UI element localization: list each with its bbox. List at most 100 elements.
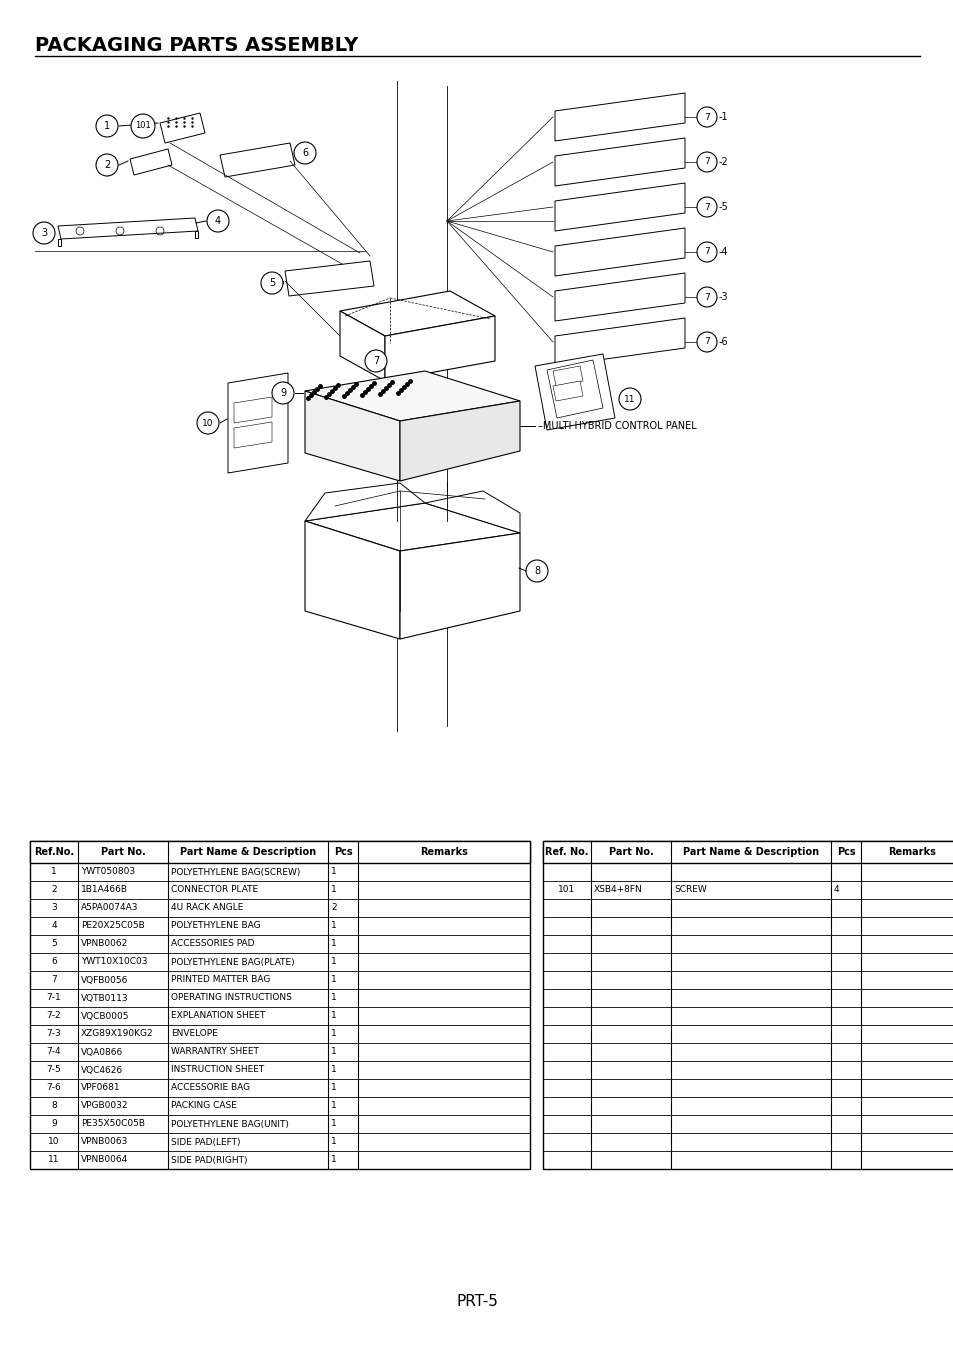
- Text: YWT10X10C03: YWT10X10C03: [81, 958, 148, 966]
- Text: Ref. No.: Ref. No.: [545, 847, 588, 857]
- Text: -1: -1: [719, 112, 728, 122]
- Text: 2: 2: [104, 159, 110, 170]
- Text: 7-4: 7-4: [47, 1047, 61, 1056]
- Text: 5: 5: [269, 278, 274, 288]
- Bar: [542, 842, 953, 863]
- Text: 1: 1: [331, 921, 336, 931]
- Text: 6: 6: [301, 149, 308, 158]
- Text: 7-3: 7-3: [47, 1029, 61, 1039]
- Circle shape: [365, 350, 387, 372]
- Polygon shape: [399, 534, 519, 639]
- Polygon shape: [535, 354, 615, 430]
- Text: 1: 1: [51, 867, 57, 877]
- Circle shape: [697, 107, 717, 127]
- Text: POLYETHYLENE BAG(SCREW): POLYETHYLENE BAG(SCREW): [171, 867, 300, 877]
- Text: 7: 7: [703, 293, 709, 301]
- Polygon shape: [339, 290, 495, 336]
- Circle shape: [33, 222, 55, 245]
- Text: 1: 1: [331, 1012, 336, 1020]
- Text: 7: 7: [703, 158, 709, 166]
- Text: VPNB0062: VPNB0062: [81, 939, 128, 948]
- Text: 1: 1: [331, 867, 336, 877]
- Text: POLYETHYLENE BAG(UNIT): POLYETHYLENE BAG(UNIT): [171, 1120, 289, 1128]
- Text: PE35X50C05B: PE35X50C05B: [81, 1120, 145, 1128]
- Text: PRINTED MATTER BAG: PRINTED MATTER BAG: [171, 975, 270, 985]
- Text: 1: 1: [331, 975, 336, 985]
- Text: 101: 101: [135, 122, 151, 131]
- Polygon shape: [228, 373, 288, 473]
- Text: XSB4+8FN: XSB4+8FN: [594, 885, 642, 894]
- Circle shape: [196, 412, 219, 434]
- Text: SIDE PAD(RIGHT): SIDE PAD(RIGHT): [171, 1155, 247, 1165]
- Text: POLYETHYLENE BAG: POLYETHYLENE BAG: [171, 921, 260, 931]
- Circle shape: [294, 142, 315, 163]
- Polygon shape: [233, 422, 272, 449]
- Text: 4: 4: [833, 885, 839, 894]
- Circle shape: [697, 332, 717, 353]
- Text: 1: 1: [104, 122, 110, 131]
- Text: 4: 4: [214, 216, 221, 226]
- Text: 7: 7: [51, 975, 57, 985]
- Circle shape: [207, 209, 229, 232]
- Text: Part No.: Part No.: [608, 847, 653, 857]
- Polygon shape: [194, 231, 198, 238]
- Polygon shape: [555, 317, 684, 366]
- Text: 1B1A466B: 1B1A466B: [81, 885, 128, 894]
- Circle shape: [96, 154, 118, 176]
- Text: 2: 2: [331, 904, 336, 912]
- Text: SCREW: SCREW: [673, 885, 706, 894]
- Polygon shape: [553, 381, 582, 401]
- Text: -3: -3: [719, 292, 728, 303]
- Text: Remarks: Remarks: [419, 847, 468, 857]
- Text: Remarks: Remarks: [887, 847, 935, 857]
- Text: 1: 1: [331, 1084, 336, 1093]
- Text: Part Name & Description: Part Name & Description: [682, 847, 819, 857]
- Text: 7-2: 7-2: [47, 1012, 61, 1020]
- Polygon shape: [305, 372, 519, 422]
- Polygon shape: [339, 311, 385, 381]
- Text: 7-1: 7-1: [47, 993, 61, 1002]
- Text: 2: 2: [51, 885, 57, 894]
- Text: VPNB0064: VPNB0064: [81, 1155, 128, 1165]
- Text: Pcs: Pcs: [836, 847, 855, 857]
- Text: ACCESSORIE BAG: ACCESSORIE BAG: [171, 1084, 250, 1093]
- Circle shape: [261, 272, 283, 295]
- Polygon shape: [555, 138, 684, 186]
- Text: 1: 1: [331, 1029, 336, 1039]
- Text: 7: 7: [703, 203, 709, 212]
- Text: Pcs: Pcs: [334, 847, 352, 857]
- Text: 1: 1: [331, 1066, 336, 1074]
- Text: 101: 101: [558, 885, 575, 894]
- Text: PACKAGING PARTS ASSEMBLY: PACKAGING PARTS ASSEMBLY: [35, 36, 358, 55]
- Text: VQFB0056: VQFB0056: [81, 975, 129, 985]
- Text: WARRANTRY SHEET: WARRANTRY SHEET: [171, 1047, 258, 1056]
- Text: VPGB0032: VPGB0032: [81, 1101, 129, 1111]
- Text: 7: 7: [703, 112, 709, 122]
- Text: 3: 3: [41, 228, 47, 238]
- Polygon shape: [553, 366, 582, 386]
- Text: INSTRUCTION SHEET: INSTRUCTION SHEET: [171, 1066, 264, 1074]
- Text: 1: 1: [331, 1138, 336, 1147]
- Text: Part Name & Description: Part Name & Description: [180, 847, 315, 857]
- Polygon shape: [305, 521, 399, 639]
- Polygon shape: [58, 239, 61, 246]
- Text: CONNECTOR PLATE: CONNECTOR PLATE: [171, 885, 258, 894]
- Text: 1: 1: [331, 1155, 336, 1165]
- Polygon shape: [546, 359, 602, 417]
- Text: 1: 1: [331, 993, 336, 1002]
- Polygon shape: [285, 261, 374, 296]
- Circle shape: [272, 382, 294, 404]
- Circle shape: [697, 242, 717, 262]
- Bar: [542, 842, 953, 1169]
- Polygon shape: [233, 397, 272, 423]
- Text: 1: 1: [331, 885, 336, 894]
- Text: 6: 6: [51, 958, 57, 966]
- Text: 8: 8: [534, 566, 539, 576]
- Text: PE20X25C05B: PE20X25C05B: [81, 921, 145, 931]
- Text: 1: 1: [331, 1047, 336, 1056]
- Text: -6: -6: [719, 336, 728, 347]
- Polygon shape: [220, 143, 294, 177]
- Text: 3: 3: [51, 904, 57, 912]
- Polygon shape: [555, 182, 684, 231]
- Text: 7: 7: [373, 357, 378, 366]
